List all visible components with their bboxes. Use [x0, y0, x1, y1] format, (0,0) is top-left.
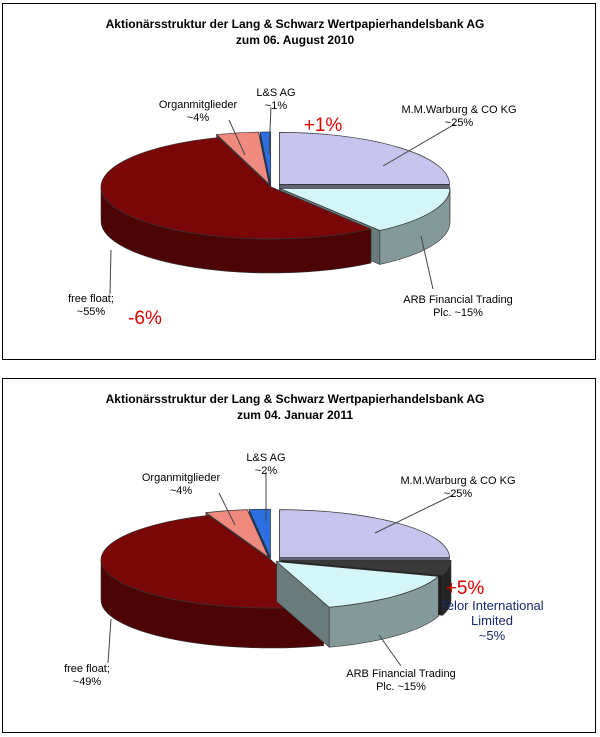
- slice-label-warburg: M.M.Warburg & CO KG ~25%: [400, 475, 515, 500]
- delta-annotation-plus: +5%: [446, 578, 485, 599]
- delta-annotation-minus: -6%: [128, 308, 162, 329]
- pie-chart-2010: Aktionärsstruktur der Lang & Schwarz Wer…: [68, 17, 516, 329]
- leader-line-warburg: [382, 123, 456, 167]
- slice-label-ls: L&S AG ~1%: [256, 87, 295, 112]
- leader-line-arb: [420, 235, 434, 290]
- chart-title: Aktionärsstruktur der Lang & Schwarz Wer…: [106, 392, 485, 406]
- leader-line-freefloat: [107, 618, 112, 664]
- leader-line-freefloat: [109, 249, 112, 295]
- slice-label-organ: Organmitglieder ~4%: [142, 472, 221, 497]
- pie-slice-freefloat: [100, 136, 373, 274]
- pie-slice-arb: [275, 560, 440, 648]
- leader-line-ls: [268, 106, 272, 155]
- leader-line-arb: [378, 634, 402, 667]
- chart-subtitle: zum 06. August 2010: [236, 33, 355, 47]
- slice-label-organ: Organmitglieder ~4%: [159, 99, 238, 124]
- leader-line-organ: [228, 119, 246, 156]
- delta-annotation-plus: +1%: [304, 115, 343, 136]
- slice-label-telor: Telor International Limited ~5%: [440, 598, 543, 643]
- slice-label-warburg: M.M.Warburg & CO KG ~25%: [401, 104, 516, 129]
- pie-slices: [100, 508, 452, 649]
- slice-label-arb: ARB Financial Trading Plc. ~15%: [403, 294, 512, 319]
- slice-label-ls: L&S AG ~2%: [246, 452, 285, 477]
- slice-label-freefloat: free float; ~49%: [64, 663, 110, 688]
- leader-line-organ: [218, 492, 236, 526]
- slice-label-arb: ARB Financial Trading Plc. ~15%: [346, 668, 455, 693]
- chart-title: Aktionärsstruktur der Lang & Schwarz Wer…: [106, 17, 485, 31]
- chart-panel-2010: Aktionärsstruktur der Lang & Schwarz Wer…: [2, 3, 596, 360]
- pie-slices: [100, 131, 451, 274]
- chart-panel-2011: Aktionärsstruktur der Lang & Schwarz Wer…: [2, 378, 596, 733]
- pie-chart-2011: Aktionärsstruktur der Lang & Schwarz Wer…: [64, 392, 544, 693]
- leader-line-warburg: [374, 494, 454, 534]
- chart-subtitle: zum 04. Januar 2011: [237, 408, 353, 422]
- slice-label-freefloat: free float; ~55%: [68, 293, 114, 318]
